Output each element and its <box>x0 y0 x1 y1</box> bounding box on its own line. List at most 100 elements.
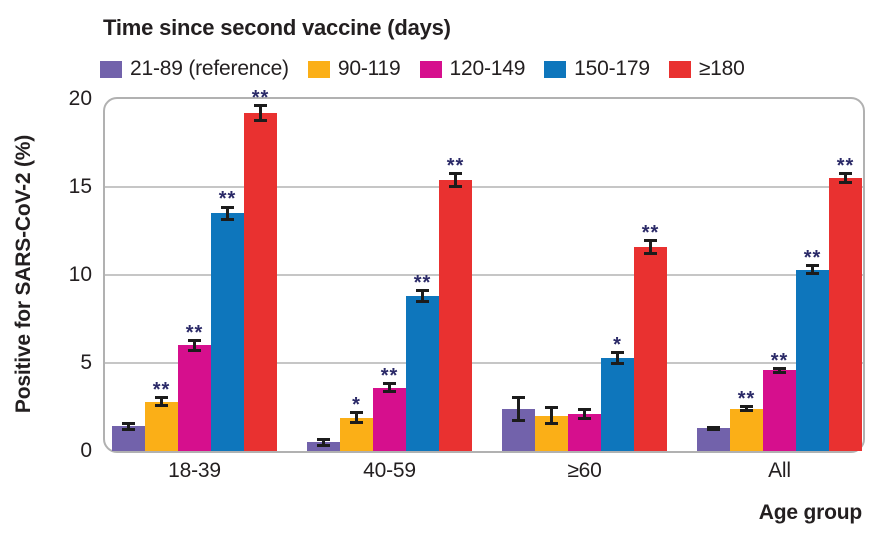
bar-slot <box>307 99 340 451</box>
plot-area: ** ** ** ** * ** ** ** * ** ** ** ** ** <box>103 87 865 453</box>
error-bar-stem <box>811 264 814 275</box>
error-bar-cap <box>611 361 624 365</box>
error-bar-cap <box>416 300 429 304</box>
bar <box>568 414 601 451</box>
error-bar-cap <box>740 409 753 413</box>
error-bar <box>512 395 525 422</box>
legend-label: ≥180 <box>698 57 745 80</box>
error-bar <box>644 238 657 255</box>
legend-item: ≥180 <box>668 57 745 81</box>
error-bar-cap <box>773 370 786 374</box>
significance-star: ** <box>380 365 399 388</box>
error-bar-stem <box>778 366 781 374</box>
error-bar <box>188 339 201 352</box>
bar-group: ** ** ** ** <box>112 87 277 451</box>
legend-swatch-icon <box>419 60 442 78</box>
legend-swatch-icon <box>668 60 691 78</box>
bar-slot: ** <box>763 99 796 451</box>
error-bar <box>545 406 558 426</box>
legend-swatch-icon <box>307 60 330 78</box>
bar-slot: ** <box>730 99 763 451</box>
bar-slot: ** <box>373 99 406 451</box>
x-tick-label: 18-39 <box>168 459 221 482</box>
legend-swatch-icon <box>544 60 567 78</box>
error-bar <box>839 172 852 185</box>
legend-label: 150-179 <box>574 57 650 80</box>
legend-title: Time since second vaccine (days) <box>103 15 451 40</box>
significance-star: * <box>352 394 361 417</box>
bar-slot <box>535 99 568 451</box>
error-bar-cap <box>545 422 558 426</box>
x-tick-label: 40-59 <box>363 459 416 482</box>
error-bar-stem <box>259 104 262 122</box>
error-bar <box>254 104 267 122</box>
error-bar <box>578 407 591 421</box>
error-bar-stem <box>454 172 457 188</box>
error-bar-stem <box>160 396 163 407</box>
significance-star: * <box>613 333 622 356</box>
bar <box>244 113 277 451</box>
error-bar-cap <box>317 443 330 447</box>
significance-star: ** <box>737 388 756 411</box>
error-bar-stem <box>649 238 652 255</box>
legend-label: 21-89 (reference) <box>130 57 289 80</box>
error-bar-stem <box>355 411 358 424</box>
significance-star: ** <box>446 155 465 178</box>
error-bar <box>221 205 234 222</box>
bar-slot <box>568 99 601 451</box>
error-bar-stem <box>745 405 748 413</box>
error-bar-stem <box>583 407 586 421</box>
error-bar-stem <box>127 421 130 431</box>
error-bar <box>383 382 396 393</box>
error-bar-cap <box>707 427 720 431</box>
bar-group: ** ** ** ** <box>697 99 862 451</box>
error-bar-cap <box>122 427 135 431</box>
y-tick-label: 5 <box>80 351 92 374</box>
legend-swatch-icon <box>100 60 122 78</box>
bar-slot <box>112 99 145 451</box>
error-bar-cap <box>383 389 396 393</box>
bar <box>211 213 244 451</box>
error-bar-cap <box>449 184 462 188</box>
error-bar <box>611 350 624 365</box>
y-tick-label: 20 <box>68 87 92 110</box>
legend-label: 120-149 <box>449 57 526 80</box>
error-bar <box>416 289 429 304</box>
x-axis-label: Age group <box>758 501 862 524</box>
bar-slot: ** <box>145 99 178 451</box>
legend-item: 120-149 <box>419 57 526 81</box>
bar <box>178 345 211 451</box>
error-bar <box>806 264 819 275</box>
error-bar <box>350 411 363 424</box>
bar <box>145 401 178 451</box>
error-bar <box>773 366 786 374</box>
error-bar-cap <box>350 420 363 424</box>
bar-slot <box>697 99 730 451</box>
bar <box>730 408 763 451</box>
error-bar-cap <box>806 272 819 275</box>
y-tick-label: 10 <box>68 263 92 286</box>
error-bar <box>707 425 720 431</box>
error-bar-stem <box>388 382 391 393</box>
bar-slot: ** <box>829 99 862 451</box>
bar-slot: ** <box>244 87 277 451</box>
error-bar-stem <box>616 350 619 365</box>
error-bar-cap <box>839 181 852 185</box>
legend-item: 150-179 <box>544 57 650 81</box>
error-bar-cap <box>512 418 525 422</box>
bar-slot <box>502 99 535 451</box>
legend-item: 21-89 (reference) <box>100 57 289 81</box>
legend-label: 90-119 <box>337 57 401 80</box>
significance-star: ** <box>641 221 660 244</box>
bar-slot: ** <box>406 99 439 451</box>
gridline <box>105 186 863 188</box>
bar <box>439 179 472 451</box>
significance-star: ** <box>185 322 204 345</box>
error-bar-stem <box>421 289 424 304</box>
bar-slot: ** <box>178 99 211 451</box>
bar <box>829 178 862 451</box>
bar-slot: * <box>340 99 373 451</box>
significance-star: ** <box>251 87 270 110</box>
legend: 21-89 (reference) 90-119 120-149 150-179 ≥18… <box>100 57 745 81</box>
